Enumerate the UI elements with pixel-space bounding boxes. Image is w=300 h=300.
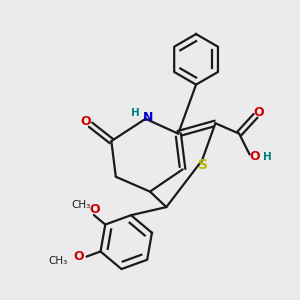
Text: O: O	[250, 150, 260, 163]
Text: O: O	[74, 250, 84, 263]
Text: CH₃: CH₃	[49, 256, 68, 266]
Text: H: H	[131, 108, 140, 118]
Text: N: N	[143, 111, 153, 124]
Text: O: O	[80, 115, 91, 128]
Text: CH₃: CH₃	[72, 200, 91, 211]
Text: H: H	[263, 152, 272, 162]
Text: S: S	[199, 158, 208, 172]
Text: O: O	[253, 106, 264, 119]
Text: O: O	[89, 203, 100, 216]
